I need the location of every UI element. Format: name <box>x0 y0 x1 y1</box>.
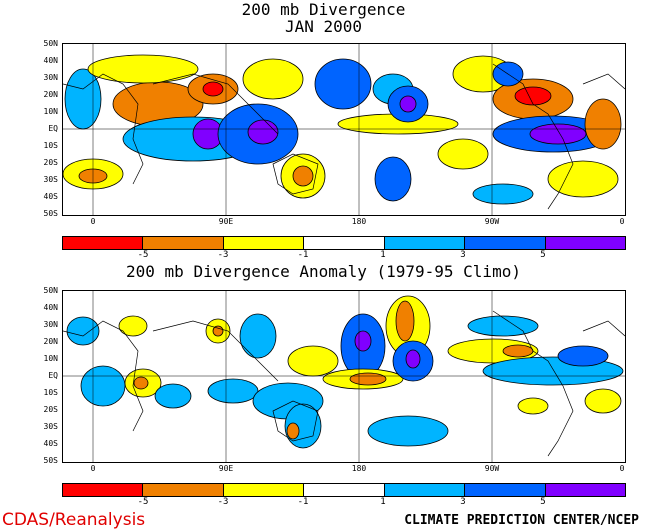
colorbar-tick: -5 <box>137 250 149 260</box>
colorbar-tick: -1 <box>297 497 309 507</box>
lon-label: 90E <box>218 464 234 473</box>
lat-label: 10N <box>43 354 58 363</box>
colorbar-swatch <box>143 237 224 249</box>
panel2-gridlines <box>63 291 625 462</box>
colorbar-tick: 3 <box>460 250 466 260</box>
colorbar-swatch <box>304 237 385 249</box>
lat-label: 20N <box>43 337 58 346</box>
lat-label: 20S <box>43 158 58 167</box>
colorbar-tick: 5 <box>540 250 546 260</box>
lat-label: 10S <box>43 388 58 397</box>
lat-label: EQ <box>48 371 58 380</box>
lon-label: 180 <box>351 217 367 226</box>
lon-label: 0 <box>90 464 96 473</box>
lat-label: 30S <box>43 175 58 184</box>
lat-label: 50N <box>43 39 58 48</box>
colorbar-swatch <box>304 484 385 496</box>
lon-label: 180 <box>351 464 367 473</box>
lon-label: 90W <box>484 464 500 473</box>
lon-label: 0 <box>90 217 96 226</box>
panel2-map <box>62 290 626 463</box>
panel1-gridlines <box>63 44 625 215</box>
colorbar-swatch <box>223 484 305 496</box>
colorbar-tick: -3 <box>217 497 229 507</box>
panel1-colorbar <box>62 236 626 250</box>
panel1-title-line1: 200 mb Divergence <box>241 0 406 19</box>
footer-credit-label: CLIMATE PREDICTION CENTER/NCEP <box>404 513 639 528</box>
lat-label: 50S <box>43 456 58 465</box>
colorbar-swatch <box>63 484 144 496</box>
panel2-colorbar <box>62 483 626 497</box>
lat-label: 20S <box>43 405 58 414</box>
lon-label: 90E <box>218 217 234 226</box>
lon-label: 0 <box>619 464 625 473</box>
colorbar-swatch <box>384 484 466 496</box>
colorbar-swatch <box>545 484 625 496</box>
lat-label: 30N <box>43 320 58 329</box>
anomaly-contours <box>66 295 624 449</box>
lat-label: 40N <box>43 56 58 65</box>
panel1-title-line2: JAN 2000 <box>284 17 363 36</box>
panel2-coastlines <box>63 310 625 457</box>
colorbar-tick: -1 <box>297 250 309 260</box>
colorbar-swatch <box>63 237 144 249</box>
lat-label: 40S <box>43 192 58 201</box>
lat-label: 40N <box>43 303 58 312</box>
lat-label: 30N <box>43 73 58 82</box>
colorbar-tick: -3 <box>217 250 229 260</box>
lat-label: 40S <box>43 439 58 448</box>
colorbar-swatch <box>143 484 224 496</box>
colorbar-tick: 5 <box>540 497 546 507</box>
colorbar-tick: 1 <box>380 250 386 260</box>
lon-label: 90W <box>484 217 500 226</box>
lat-label: 30S <box>43 422 58 431</box>
footer-source-label: CDAS/Reanalysis <box>2 510 146 530</box>
lat-label: 10S <box>43 141 58 150</box>
lat-label: 20N <box>43 90 58 99</box>
colorbar-swatch <box>545 237 625 249</box>
colorbar-swatch <box>223 237 305 249</box>
colorbar-swatch <box>465 237 546 249</box>
colorbar-swatch <box>465 484 546 496</box>
panel1-map <box>62 43 626 216</box>
colorbar-swatch <box>384 237 466 249</box>
colorbar-tick: 1 <box>380 497 386 507</box>
divergence-contours <box>63 54 622 205</box>
panel1-coastlines <box>63 63 625 210</box>
colorbar-tick: 3 <box>460 497 466 507</box>
panel2-map-graphic <box>63 291 625 462</box>
lon-label: 0 <box>619 217 625 226</box>
lat-label: 50N <box>43 286 58 295</box>
lat-label: EQ <box>48 124 58 133</box>
panel2-title: 200 mb Divergence Anomaly (1979-95 Climo… <box>126 262 521 281</box>
lat-label: 10N <box>43 107 58 116</box>
colorbar-tick: -5 <box>137 497 149 507</box>
lat-label: 50S <box>43 209 58 218</box>
panel1-map-graphic <box>63 44 625 215</box>
